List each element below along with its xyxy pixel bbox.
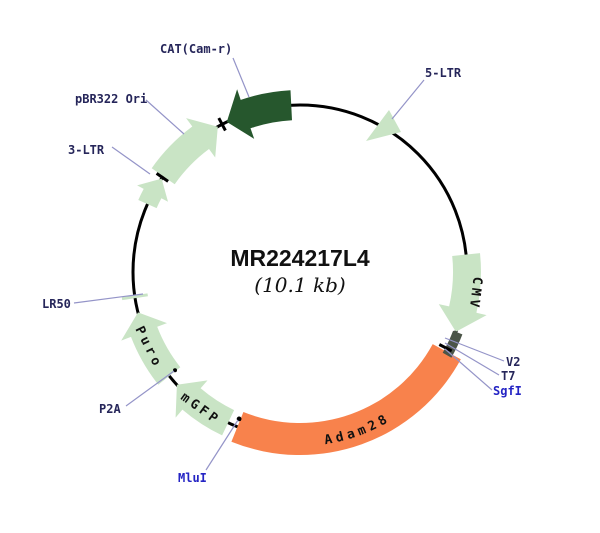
plasmid-size: (10.1 kb) — [254, 273, 345, 297]
leader-lines — [73, 57, 505, 471]
junction-tick — [217, 117, 227, 132]
mgfp-arrow — [175, 380, 235, 436]
junction-tick — [155, 172, 169, 183]
cat-camr-arrow — [226, 89, 292, 139]
5-ltr-label: 5-LTR — [425, 66, 462, 80]
adam28-arc — [231, 344, 461, 456]
leader-sgfi — [444, 348, 493, 391]
leader-ori — [145, 99, 185, 135]
pbr322-ori-label: pBR322 Ori — [75, 92, 147, 106]
3-ltr-arrow — [137, 178, 168, 209]
3-ltr-label: 3-LTR — [68, 143, 105, 157]
cmv-text: CMV — [466, 276, 485, 312]
leader-lr50 — [73, 293, 144, 304]
leader-v2 — [444, 337, 505, 362]
sgfi-label: SgfI — [493, 384, 522, 398]
junction-tick — [438, 343, 453, 353]
mlui-label: MluI — [178, 471, 207, 485]
pbr322-ori-arrow — [151, 118, 218, 185]
junction-markers — [155, 117, 453, 422]
lr50-tick — [121, 293, 148, 301]
leader-mlui — [205, 419, 239, 471]
leader-p2a — [125, 370, 175, 407]
cat-camr-label: CAT(Cam-r) — [160, 42, 232, 56]
lr50-label: LR50 — [42, 297, 71, 311]
t7-label: T7 — [501, 369, 515, 383]
leader-5ltr — [391, 79, 425, 120]
cmv-arrow — [438, 253, 487, 332]
leader-3ltr — [111, 146, 151, 175]
puro-arrow — [121, 312, 181, 385]
leader-t7 — [444, 342, 500, 376]
feature-labels: CAT(Cam-r) pBR322 Ori 3-LTR 5-LTR LR50 P… — [42, 42, 522, 485]
p2a-label: P2A — [99, 402, 121, 416]
plasmid-title: MR224217L4 — [230, 245, 370, 271]
v2-label: V2 — [506, 355, 520, 369]
leader-cat — [232, 57, 250, 98]
feature-shapes — [121, 89, 487, 456]
